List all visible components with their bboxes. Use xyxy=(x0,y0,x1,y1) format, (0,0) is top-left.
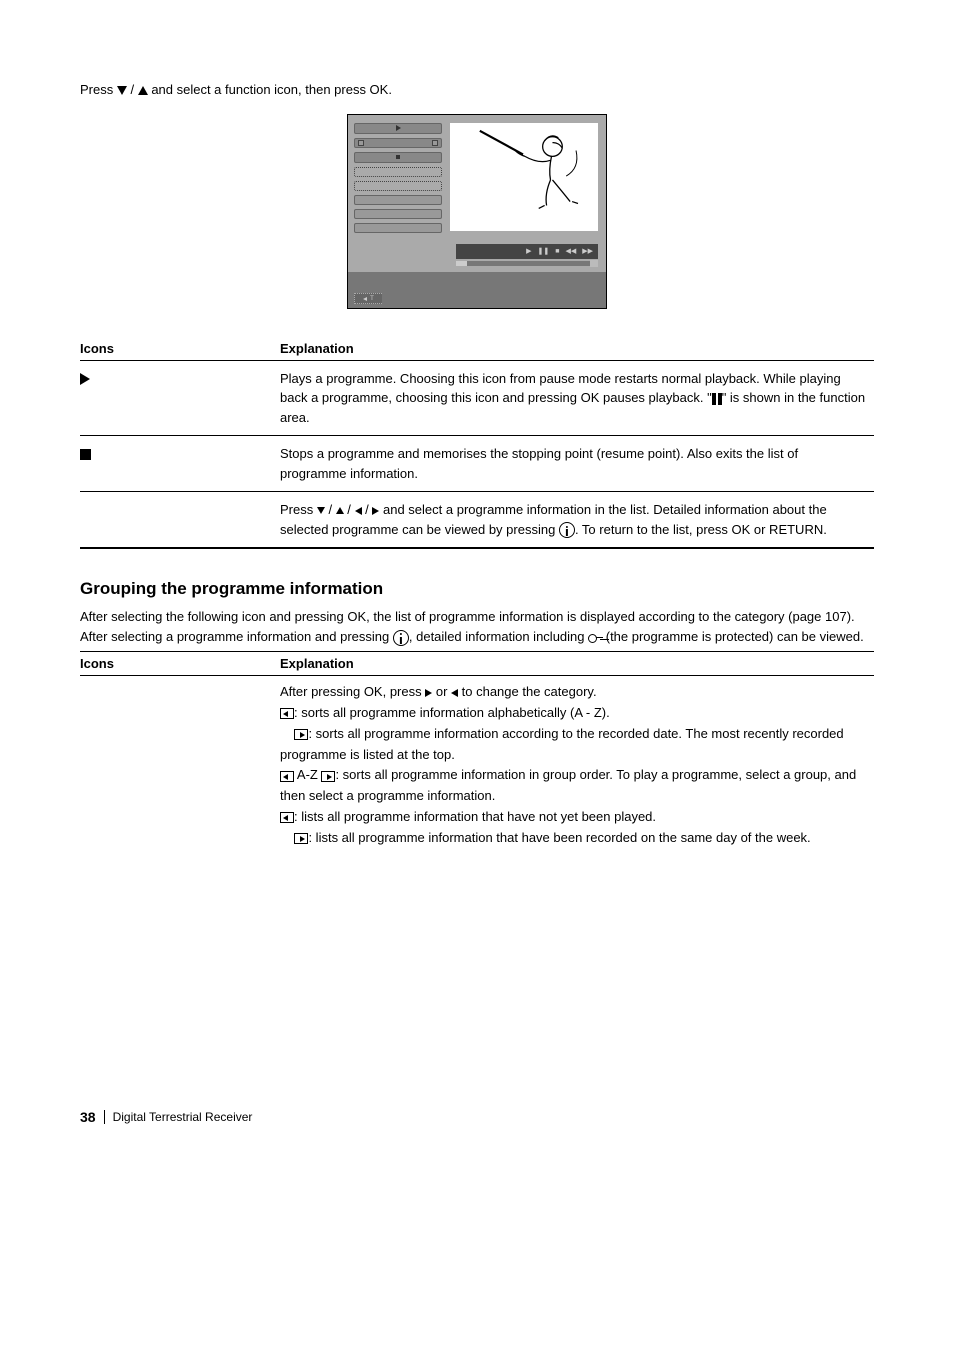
ss-list-item xyxy=(354,195,442,205)
arrow-up-icon xyxy=(138,86,148,95)
info-icon xyxy=(559,522,575,538)
table-row: Press / / / and select a programme infor… xyxy=(80,492,874,548)
ss-stop-button xyxy=(354,152,442,163)
key-icon xyxy=(588,633,602,643)
grouping-table: Icons Explanation After pressing OK, pre… xyxy=(80,651,874,848)
arrow-left-icon xyxy=(355,507,362,515)
ss-list-item xyxy=(354,209,442,219)
table-row: Plays a programme. Choosing this icon fr… xyxy=(80,360,874,436)
arrow-left-icon xyxy=(451,689,458,697)
prev-box-icon xyxy=(280,812,294,823)
ss-list-item xyxy=(354,167,442,177)
arrow-down-icon xyxy=(117,86,127,95)
intro-prefix: Press xyxy=(80,82,117,97)
section-paragraph: After selecting the following icon and p… xyxy=(80,607,874,647)
menu-screenshot: ▶❚❚■◀◀▶▶ T xyxy=(347,114,607,309)
grouping-explanation: After pressing OK, press or to change th… xyxy=(280,676,874,849)
col-icons: Icons xyxy=(80,652,280,676)
ss-nav-row xyxy=(354,138,442,148)
ss-progress-bar xyxy=(456,261,598,266)
info-icon xyxy=(393,630,409,646)
row-text: Stops a programme and memorises the stop… xyxy=(280,436,874,492)
next-box-icon xyxy=(294,833,308,844)
ss-list-item xyxy=(354,181,442,191)
ss-preview-pane xyxy=(450,123,598,231)
stop-icon xyxy=(80,449,91,460)
page-footer: 38 Digital Terrestrial Receiver xyxy=(80,1109,874,1125)
table-row: Stops a programme and memorises the stop… xyxy=(80,436,874,492)
arrow-right-icon xyxy=(372,507,379,515)
col-explanation: Explanation xyxy=(280,652,874,676)
footer-label: Digital Terrestrial Receiver xyxy=(113,1110,253,1124)
row-text-prefix: Press xyxy=(280,502,317,517)
prev-box-icon xyxy=(280,771,294,782)
table-row: After pressing OK, press or to change th… xyxy=(80,676,874,849)
section-title: Grouping the programme information xyxy=(80,579,874,599)
pause-icon xyxy=(712,393,722,405)
row-text-suffix: . To return to the list, press OK or RET… xyxy=(575,522,827,537)
icons-table: Icons Explanation Plays a programme. Cho… xyxy=(80,337,874,549)
next-box-icon xyxy=(321,771,335,782)
next-box-icon xyxy=(294,729,308,740)
col-explanation: Explanation xyxy=(280,337,874,361)
play-icon xyxy=(80,373,90,385)
arrow-right-icon xyxy=(425,689,432,697)
arrow-up-icon xyxy=(336,507,344,514)
page-number: 38 xyxy=(80,1109,96,1125)
intro-suffix: and select a function icon, then press O… xyxy=(151,82,392,97)
arrow-down-icon xyxy=(317,507,325,514)
ss-footer: T xyxy=(348,290,606,308)
prev-box-icon xyxy=(280,708,294,719)
ss-list-item xyxy=(354,223,442,233)
ss-transport-controls: ▶❚❚■◀◀▶▶ xyxy=(456,244,598,259)
col-icons: Icons xyxy=(80,337,280,361)
ss-play-button xyxy=(354,123,442,134)
